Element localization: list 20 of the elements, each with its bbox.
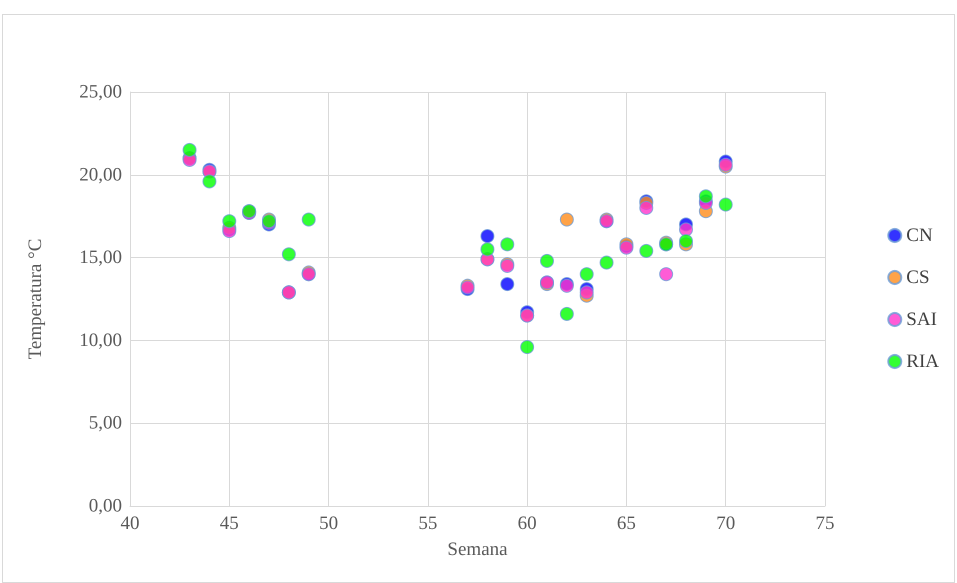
x-tick-label: 55 [418, 513, 438, 534]
x-tick-label: 50 [319, 513, 338, 534]
x-tick-label: 60 [518, 513, 537, 534]
y-tick-label: 20,00 [79, 164, 122, 186]
x-tick-label: 75 [816, 513, 834, 534]
y-tick-label: 15,00 [79, 247, 122, 268]
x-tick-label: 40 [120, 513, 140, 534]
y-tick-label: 5,00 [88, 412, 122, 434]
legend-label: SAI [906, 309, 937, 330]
legend-label: CN [906, 225, 933, 246]
legend-label: CS [906, 267, 930, 288]
x-tick-label: 70 [716, 513, 736, 534]
legend-label: RIA [906, 351, 940, 372]
x-axis-title: Semana [447, 539, 508, 560]
y-tick-label: 0,00 [88, 496, 122, 516]
y-tick-label: 10,00 [79, 330, 122, 351]
y-axis-title: Temperatura °C [25, 238, 46, 360]
x-tick-label: 65 [616, 513, 636, 534]
x-tick-label: 45 [220, 513, 239, 534]
y-tick-label: 25,00 [79, 82, 122, 102]
